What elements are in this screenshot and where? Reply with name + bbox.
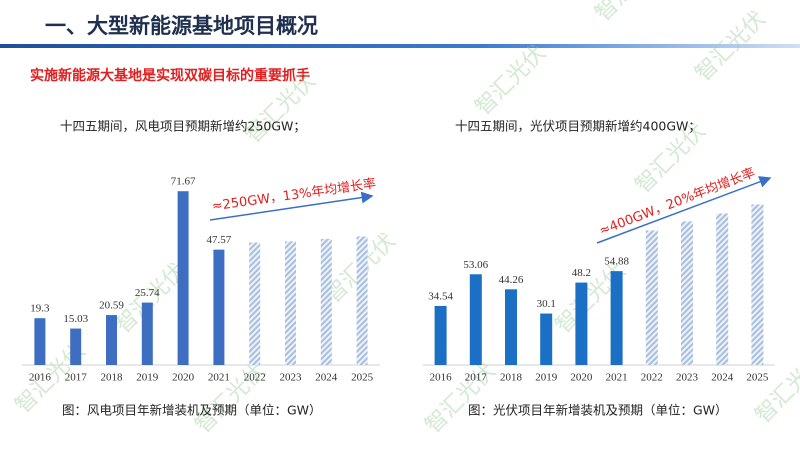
- bar: [356, 236, 368, 365]
- x-tick-label: 2023: [676, 372, 699, 384]
- x-tick-label: 2023: [280, 372, 303, 384]
- data-label: 20.59: [99, 300, 124, 312]
- x-tick-label: 2022: [244, 372, 266, 384]
- bar: [540, 313, 553, 365]
- bar: [610, 271, 623, 365]
- watermark: 智汇光伏: [471, 41, 551, 121]
- bar: [177, 191, 189, 365]
- x-tick-label: 2018: [500, 372, 523, 384]
- data-label: 15.03: [63, 313, 88, 325]
- bar: [716, 213, 729, 365]
- chart-caption: 图：光伏项目年新增装机及预期（单位：GW）: [468, 403, 728, 418]
- x-tick-label: 2019: [136, 372, 159, 384]
- bar: [213, 249, 225, 365]
- x-tick-label: 2020: [172, 372, 195, 384]
- x-tick-label: 2024: [711, 372, 734, 384]
- watermark: 智汇光伏: [591, 0, 671, 26]
- x-tick-label: 2024: [315, 372, 338, 384]
- chart-note: 十四五期间，风电项目预期新增约250GW；: [60, 119, 306, 134]
- data-label: 54.88: [604, 256, 629, 268]
- x-tick-label: 2021: [606, 372, 628, 384]
- chart-note: 十四五期间，光伏项目预期新增约400GW；: [455, 119, 701, 134]
- data-label: 47.57: [207, 234, 232, 246]
- bar: [681, 221, 693, 365]
- x-tick-label: 2025: [351, 372, 374, 384]
- bar: [34, 318, 46, 365]
- x-tick-label: 2017: [465, 372, 488, 384]
- bar: [285, 241, 296, 365]
- data-label: 25.74: [135, 287, 160, 299]
- bar: [505, 289, 517, 365]
- slide-title: 一、大型新能源基地项目概况: [45, 14, 318, 38]
- data-label: 48.2: [572, 267, 591, 279]
- bar: [751, 204, 764, 365]
- data-label: 30.1: [537, 298, 556, 310]
- chart-caption: 图：风电项目年新增装机及预期（单位：GW）: [62, 403, 322, 418]
- bar: [434, 305, 447, 365]
- x-tick-label: 2021: [208, 372, 230, 384]
- x-tick-label: 2016: [430, 372, 453, 384]
- x-tick-label: 2019: [535, 372, 558, 384]
- x-tick-label: 2018: [101, 372, 124, 384]
- x-tick-label: 2020: [570, 372, 593, 384]
- x-tick-label: 2022: [641, 372, 663, 384]
- data-label: 53.06: [463, 259, 488, 271]
- x-tick-label: 2025: [746, 372, 769, 384]
- bar: [70, 328, 82, 365]
- slide-subtitle: 实施新能源大基地是实现双碳目标的重要抓手: [30, 67, 310, 84]
- trend-arrow: [596, 176, 772, 244]
- bar: [575, 282, 588, 365]
- bar: [249, 242, 261, 365]
- data-label: 19.3: [30, 303, 50, 315]
- x-tick-label: 2016: [29, 372, 52, 384]
- annotation: ≈250GW，13%年均增长率: [211, 176, 377, 215]
- bar: [469, 274, 482, 365]
- header-rule: [0, 44, 800, 48]
- bar: [320, 238, 332, 365]
- data-label: 71.67: [171, 176, 196, 188]
- data-label: 34.54: [428, 290, 453, 302]
- trend-arrow: [209, 191, 374, 221]
- bar: [106, 315, 117, 365]
- x-tick-label: 2017: [65, 372, 88, 384]
- bar: [141, 302, 153, 365]
- annotation: ≈400GW，20%年均增长率: [597, 165, 757, 239]
- bar: [645, 230, 658, 365]
- data-label: 44.26: [499, 274, 524, 286]
